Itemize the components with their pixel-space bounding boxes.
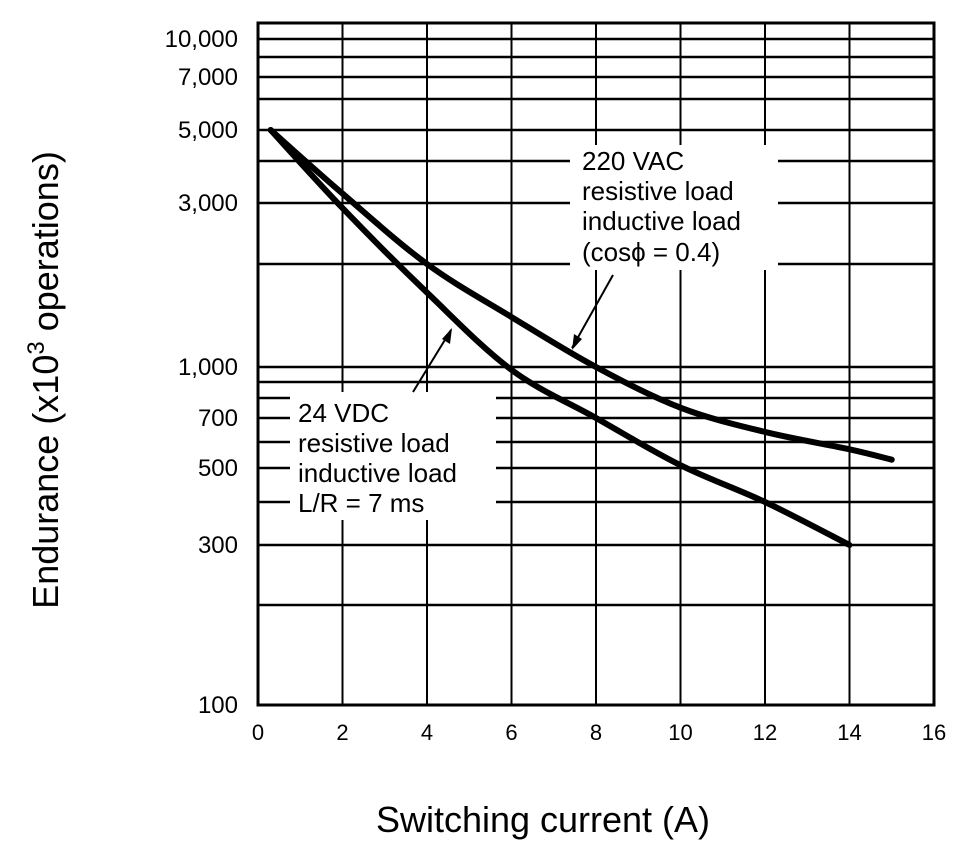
y-tick-label: 7,000 — [178, 64, 238, 91]
ac-annotation-line: 220 VAC — [582, 146, 684, 176]
y-tick-label: 1,000 — [178, 354, 238, 381]
y-tick-label: 300 — [198, 532, 238, 559]
y-axis-label-main: Endurance (x10 — [25, 355, 66, 609]
y-tick-label: 5,000 — [178, 117, 238, 144]
dc-annotation-box — [290, 392, 496, 520]
y-tick-label: 700 — [198, 405, 238, 432]
plot-frame — [256, 21, 936, 707]
ac-annotation: 220 VAC resistive load inductive load (c… — [582, 146, 748, 267]
y-tick-label: 100 — [198, 692, 238, 719]
dc-annotation: 24 VDC resistive load inductive load L/R… — [298, 398, 464, 518]
dc-annotation-line: 24 VDC — [298, 398, 389, 428]
x-tick-label: 2 — [336, 720, 348, 745]
dc-annotation-line: L/R = 7 ms — [298, 488, 424, 518]
y-tick-label: 500 — [198, 455, 238, 482]
x-tick-label: 6 — [505, 720, 517, 745]
ac-annotation-line: inductive load — [582, 206, 741, 236]
x-tick-label: 10 — [668, 720, 692, 745]
y-tick-label: 3,000 — [178, 190, 238, 217]
x-tick-label: 12 — [753, 720, 777, 745]
ac-arrowhead — [572, 334, 582, 350]
dc-arrowhead — [442, 328, 452, 344]
y-axis-label-exponent: 3 — [23, 341, 50, 354]
dc-annotation-line: resistive load — [298, 428, 450, 458]
ac-annotation-box — [570, 145, 778, 270]
dc-annotation-line: inductive load — [298, 458, 457, 488]
x-tick-label: 16 — [922, 720, 946, 745]
x-tick-label: 0 — [252, 720, 264, 745]
x-tick-label: 4 — [421, 720, 433, 745]
y-axis-label-end: operations) — [25, 151, 66, 341]
y-axis-label: Endurance (x103 operations) — [23, 151, 66, 609]
ac-arrow — [571, 274, 614, 349]
x-tick-labels: 0 2 4 6 8 10 12 14 16 — [252, 720, 946, 745]
x-tick-label: 14 — [837, 720, 861, 745]
ac-220v-curve — [267, 127, 895, 463]
x-tick-label: 8 — [590, 720, 602, 745]
y-tick-labels: 10,000 7,000 5,000 3,000 1,000 700 500 300 100 — [165, 26, 238, 719]
x-axis-label: Switching current (A) — [376, 799, 710, 840]
ac-annotation-line: (cosϕ = 0.4) — [582, 237, 720, 267]
curves — [267, 127, 895, 548]
ac-annotation-line: resistive load — [582, 176, 734, 206]
y-tick-label: 10,000 — [165, 26, 238, 53]
dc-24v-curve — [267, 127, 853, 548]
